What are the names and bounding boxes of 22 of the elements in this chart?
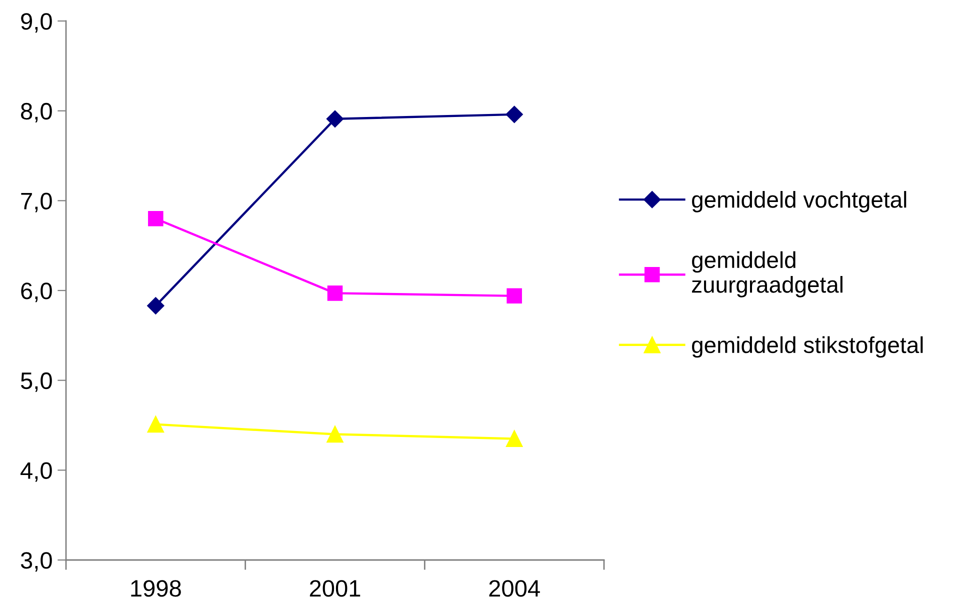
point [326,426,344,443]
point [148,210,164,226]
point [147,297,164,314]
point [147,416,164,433]
legend-label: gemiddeld zuurgraadgetal [692,251,842,298]
y-tick-label: 5,0 [20,372,52,392]
legend-label: gemiddeld stikstofgetal [692,336,923,358]
point [506,288,522,304]
y-tick-label: 7,0 [21,192,52,212]
x-tick-label: 1998 [131,580,181,597]
y-tick-label: 4,0 [20,462,52,482]
point [327,286,343,301]
y-tick-label: 9,0 [21,13,52,33]
point [506,106,523,123]
y-tick-label: 6,0 [21,282,52,302]
x-tick-label: 2001 [310,580,360,597]
x-tick-label: 2004 [489,580,540,597]
y-tick-label: 8,0 [21,102,52,122]
legend-label: gemiddeld vochtgetal [692,190,906,212]
y-tick-label: 3,0 [20,552,52,572]
point [506,430,523,448]
point [326,110,344,128]
